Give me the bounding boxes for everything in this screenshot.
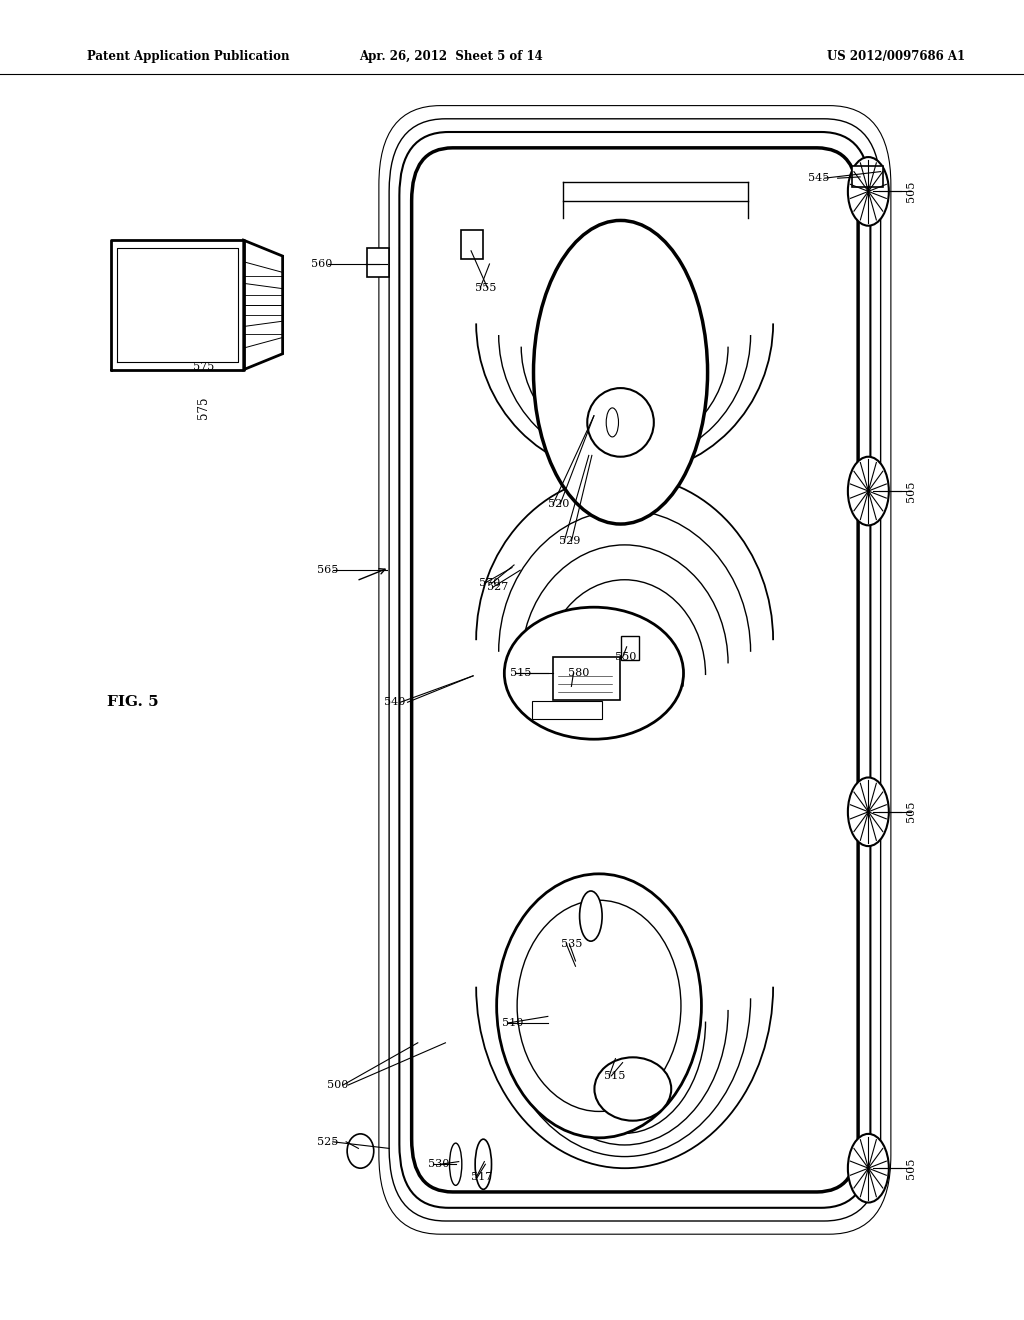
Text: 540: 540 <box>384 697 406 708</box>
Ellipse shape <box>848 1134 889 1203</box>
Text: 505: 505 <box>906 181 916 202</box>
Ellipse shape <box>450 1143 462 1185</box>
Ellipse shape <box>504 607 684 739</box>
Text: Apr. 26, 2012  Sheet 5 of 14: Apr. 26, 2012 Sheet 5 of 14 <box>358 50 543 63</box>
Ellipse shape <box>534 220 708 524</box>
Polygon shape <box>244 240 283 370</box>
Text: 515: 515 <box>510 668 531 678</box>
Bar <box>553 657 620 700</box>
FancyBboxPatch shape <box>412 148 858 1192</box>
Text: 550: 550 <box>615 652 637 663</box>
Bar <box>461 230 483 259</box>
Text: 505: 505 <box>906 480 916 502</box>
Text: 565: 565 <box>316 565 338 576</box>
Text: 527: 527 <box>487 582 509 593</box>
Text: 525: 525 <box>316 1137 338 1147</box>
Text: 510: 510 <box>502 1018 523 1028</box>
Ellipse shape <box>588 388 653 457</box>
Bar <box>367 248 389 277</box>
Text: 515: 515 <box>604 1071 626 1081</box>
Text: 530: 530 <box>428 1159 450 1170</box>
Text: 560: 560 <box>311 259 333 269</box>
Text: FIG. 5: FIG. 5 <box>108 696 159 709</box>
FancyBboxPatch shape <box>399 132 870 1208</box>
Text: 505: 505 <box>906 1158 916 1179</box>
Text: Patent Application Publication: Patent Application Publication <box>87 50 290 63</box>
Text: 575: 575 <box>193 362 214 372</box>
Circle shape <box>517 900 681 1111</box>
Ellipse shape <box>848 457 889 525</box>
Ellipse shape <box>475 1139 492 1189</box>
Bar <box>532 701 602 719</box>
Text: US 2012/0097686 A1: US 2012/0097686 A1 <box>827 50 965 63</box>
FancyBboxPatch shape <box>379 106 891 1234</box>
Text: 505: 505 <box>906 801 916 822</box>
Ellipse shape <box>594 1057 672 1121</box>
FancyBboxPatch shape <box>389 119 881 1221</box>
Ellipse shape <box>606 408 618 437</box>
Circle shape <box>347 1134 374 1168</box>
Text: 517: 517 <box>471 1172 493 1183</box>
Ellipse shape <box>848 157 889 226</box>
Text: 580: 580 <box>568 668 590 678</box>
Bar <box>852 166 883 187</box>
Text: 545: 545 <box>808 173 829 183</box>
Text: 535: 535 <box>561 939 583 949</box>
Bar <box>621 636 639 660</box>
Text: 500: 500 <box>327 1080 348 1090</box>
Text: 570: 570 <box>479 578 501 589</box>
Text: 575: 575 <box>197 396 210 418</box>
Ellipse shape <box>580 891 602 941</box>
Text: 520: 520 <box>548 499 569 510</box>
Circle shape <box>497 874 701 1138</box>
Ellipse shape <box>848 777 889 846</box>
Text: 529: 529 <box>559 536 581 546</box>
Text: 555: 555 <box>475 282 497 293</box>
